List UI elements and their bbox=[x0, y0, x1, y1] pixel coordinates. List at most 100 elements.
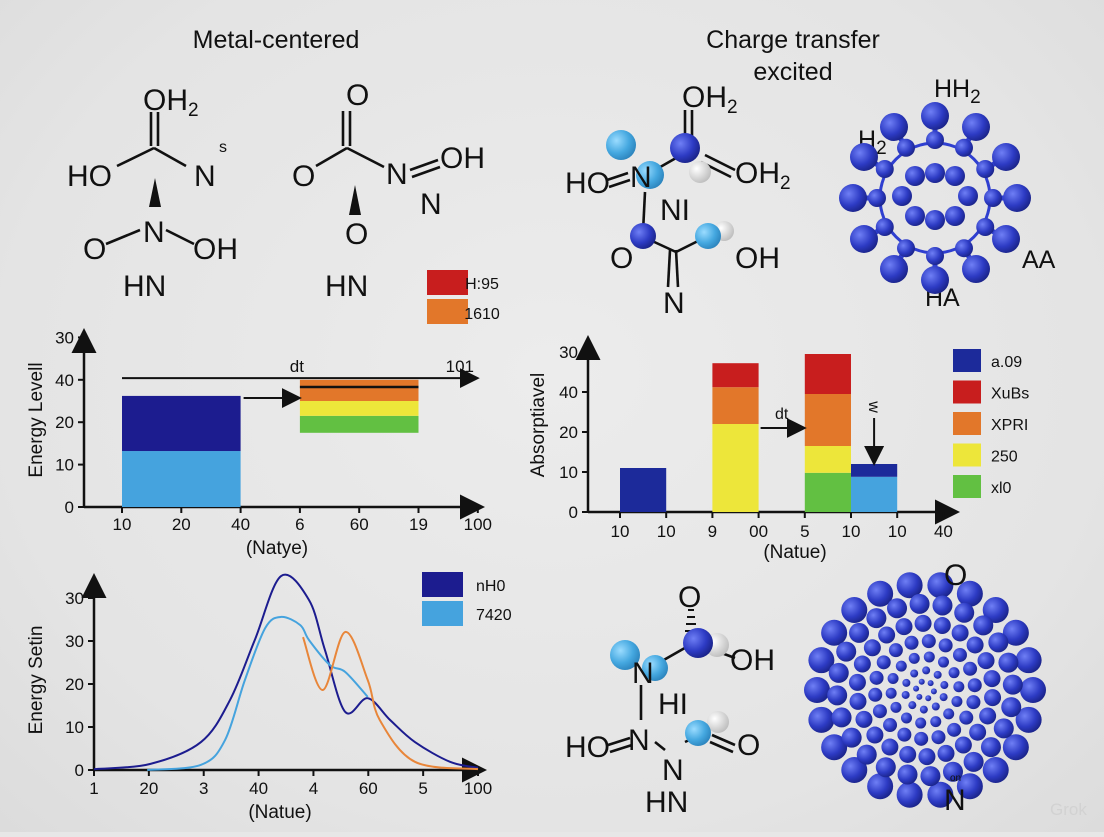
atom-ball bbox=[901, 690, 910, 699]
atom-ball bbox=[896, 781, 923, 808]
atom-label: HH2 bbox=[934, 75, 981, 108]
atom-ball bbox=[926, 131, 944, 149]
atom-ball bbox=[875, 160, 894, 178]
atom-ball bbox=[831, 707, 852, 728]
legend-swatch bbox=[953, 443, 981, 467]
atom-ball bbox=[925, 210, 945, 230]
atom-ball bbox=[962, 255, 990, 284]
atom-ball bbox=[880, 255, 908, 284]
x-tick-label: 9 bbox=[708, 522, 717, 541]
atom-label: N bbox=[194, 160, 216, 193]
atom-ball bbox=[914, 731, 929, 746]
atom-label: O bbox=[83, 233, 106, 266]
atom-ball bbox=[977, 652, 995, 670]
atom-ball bbox=[1003, 184, 1031, 212]
atom-ball bbox=[942, 761, 963, 782]
atom-ball bbox=[925, 163, 945, 183]
x-tick-label: 6 bbox=[295, 515, 304, 534]
atom-ball bbox=[897, 727, 912, 742]
atom-ball bbox=[926, 247, 944, 265]
atom-ball bbox=[866, 608, 887, 629]
atom-ball bbox=[895, 618, 913, 636]
annotation-label: dt bbox=[290, 357, 304, 376]
x-tick-label: 19 bbox=[409, 515, 428, 534]
atom-ball bbox=[992, 143, 1021, 171]
atom-label: OH bbox=[440, 142, 485, 175]
title-metal-centered: Metal-centered bbox=[193, 26, 360, 54]
annotation-label: dt bbox=[775, 406, 789, 423]
x-axis-label: (Natue) bbox=[248, 802, 311, 823]
bar-segment bbox=[851, 464, 898, 477]
molecule-label: HN bbox=[645, 786, 688, 819]
atom-ball bbox=[897, 239, 915, 258]
atom-ball bbox=[868, 189, 886, 207]
atom-ball bbox=[940, 681, 949, 690]
atom-label: OH2 bbox=[143, 84, 199, 121]
legend-label: 250 bbox=[991, 449, 1018, 466]
atom-ball bbox=[925, 695, 932, 702]
bar-segment bbox=[122, 395, 241, 452]
atom-label: N bbox=[386, 158, 408, 191]
chart-energy-spectrum: Energy Setin (Natue) 1 20 3 40 4 60 5 100 0 10 20 3… bbox=[26, 572, 512, 823]
atom-ball bbox=[951, 624, 969, 642]
atom-ball bbox=[876, 655, 891, 670]
atom-ball bbox=[931, 702, 940, 711]
atom-ball bbox=[872, 704, 887, 719]
legend-swatch bbox=[953, 412, 981, 435]
atom-ball bbox=[867, 580, 894, 607]
atom-ball bbox=[909, 593, 930, 614]
atom-ball bbox=[948, 667, 960, 679]
legend-label: XuBs bbox=[991, 386, 1029, 403]
atom-ball bbox=[947, 722, 962, 737]
x-tick-label: 10 bbox=[888, 522, 907, 541]
atom-label: O bbox=[610, 242, 633, 275]
atom-ball bbox=[883, 718, 898, 733]
legend-swatch bbox=[427, 270, 468, 295]
atom-ball bbox=[887, 673, 899, 685]
atom-label: N bbox=[944, 784, 966, 817]
atom-ball bbox=[937, 744, 955, 762]
atom-ball bbox=[958, 186, 978, 206]
atom-ball bbox=[1015, 706, 1042, 733]
atom-ball bbox=[982, 597, 1009, 624]
atom-ball bbox=[943, 708, 955, 720]
atom-ball bbox=[973, 615, 994, 636]
atom-ball bbox=[896, 572, 923, 599]
atom-label: HI bbox=[658, 688, 688, 721]
series-line-7420 bbox=[147, 615, 369, 771]
atom-ball bbox=[998, 652, 1019, 673]
atom-ball bbox=[920, 766, 941, 787]
legend-swatch bbox=[422, 572, 463, 597]
atom-label: N bbox=[663, 287, 685, 320]
atom-ball bbox=[880, 112, 908, 141]
atom-ball bbox=[808, 647, 835, 674]
atom-ball bbox=[956, 580, 983, 607]
x-tick-label: 00 bbox=[749, 522, 768, 541]
atom-label: HO bbox=[565, 167, 610, 200]
atom-label: O bbox=[346, 79, 369, 112]
x-tick-label: 100 bbox=[464, 515, 492, 534]
atom-ball bbox=[836, 641, 857, 662]
atom-ball bbox=[976, 160, 995, 178]
atom-ball bbox=[980, 737, 1001, 758]
bar-segment bbox=[712, 387, 759, 424]
atom-ball bbox=[915, 717, 927, 729]
atom-ball bbox=[827, 685, 848, 706]
x-tick-label: 3 bbox=[199, 779, 208, 798]
y-tick-label: 0 bbox=[65, 498, 74, 517]
atom-ball bbox=[966, 636, 984, 654]
atom-ball bbox=[962, 112, 990, 141]
atom-ball bbox=[841, 756, 868, 783]
atom-ball bbox=[969, 723, 987, 741]
y-tick-label: 30 bbox=[559, 343, 578, 362]
atom-ball bbox=[905, 206, 925, 226]
atom-ball bbox=[890, 701, 902, 713]
atom-ball bbox=[804, 677, 830, 703]
y-tick-label: 10 bbox=[559, 463, 578, 482]
y-tick-label: 20 bbox=[65, 675, 84, 694]
molecule-6 bbox=[804, 572, 1046, 808]
bar-segment bbox=[804, 394, 851, 446]
x-tick-label: 5 bbox=[418, 779, 427, 798]
atom-ball bbox=[927, 781, 954, 808]
